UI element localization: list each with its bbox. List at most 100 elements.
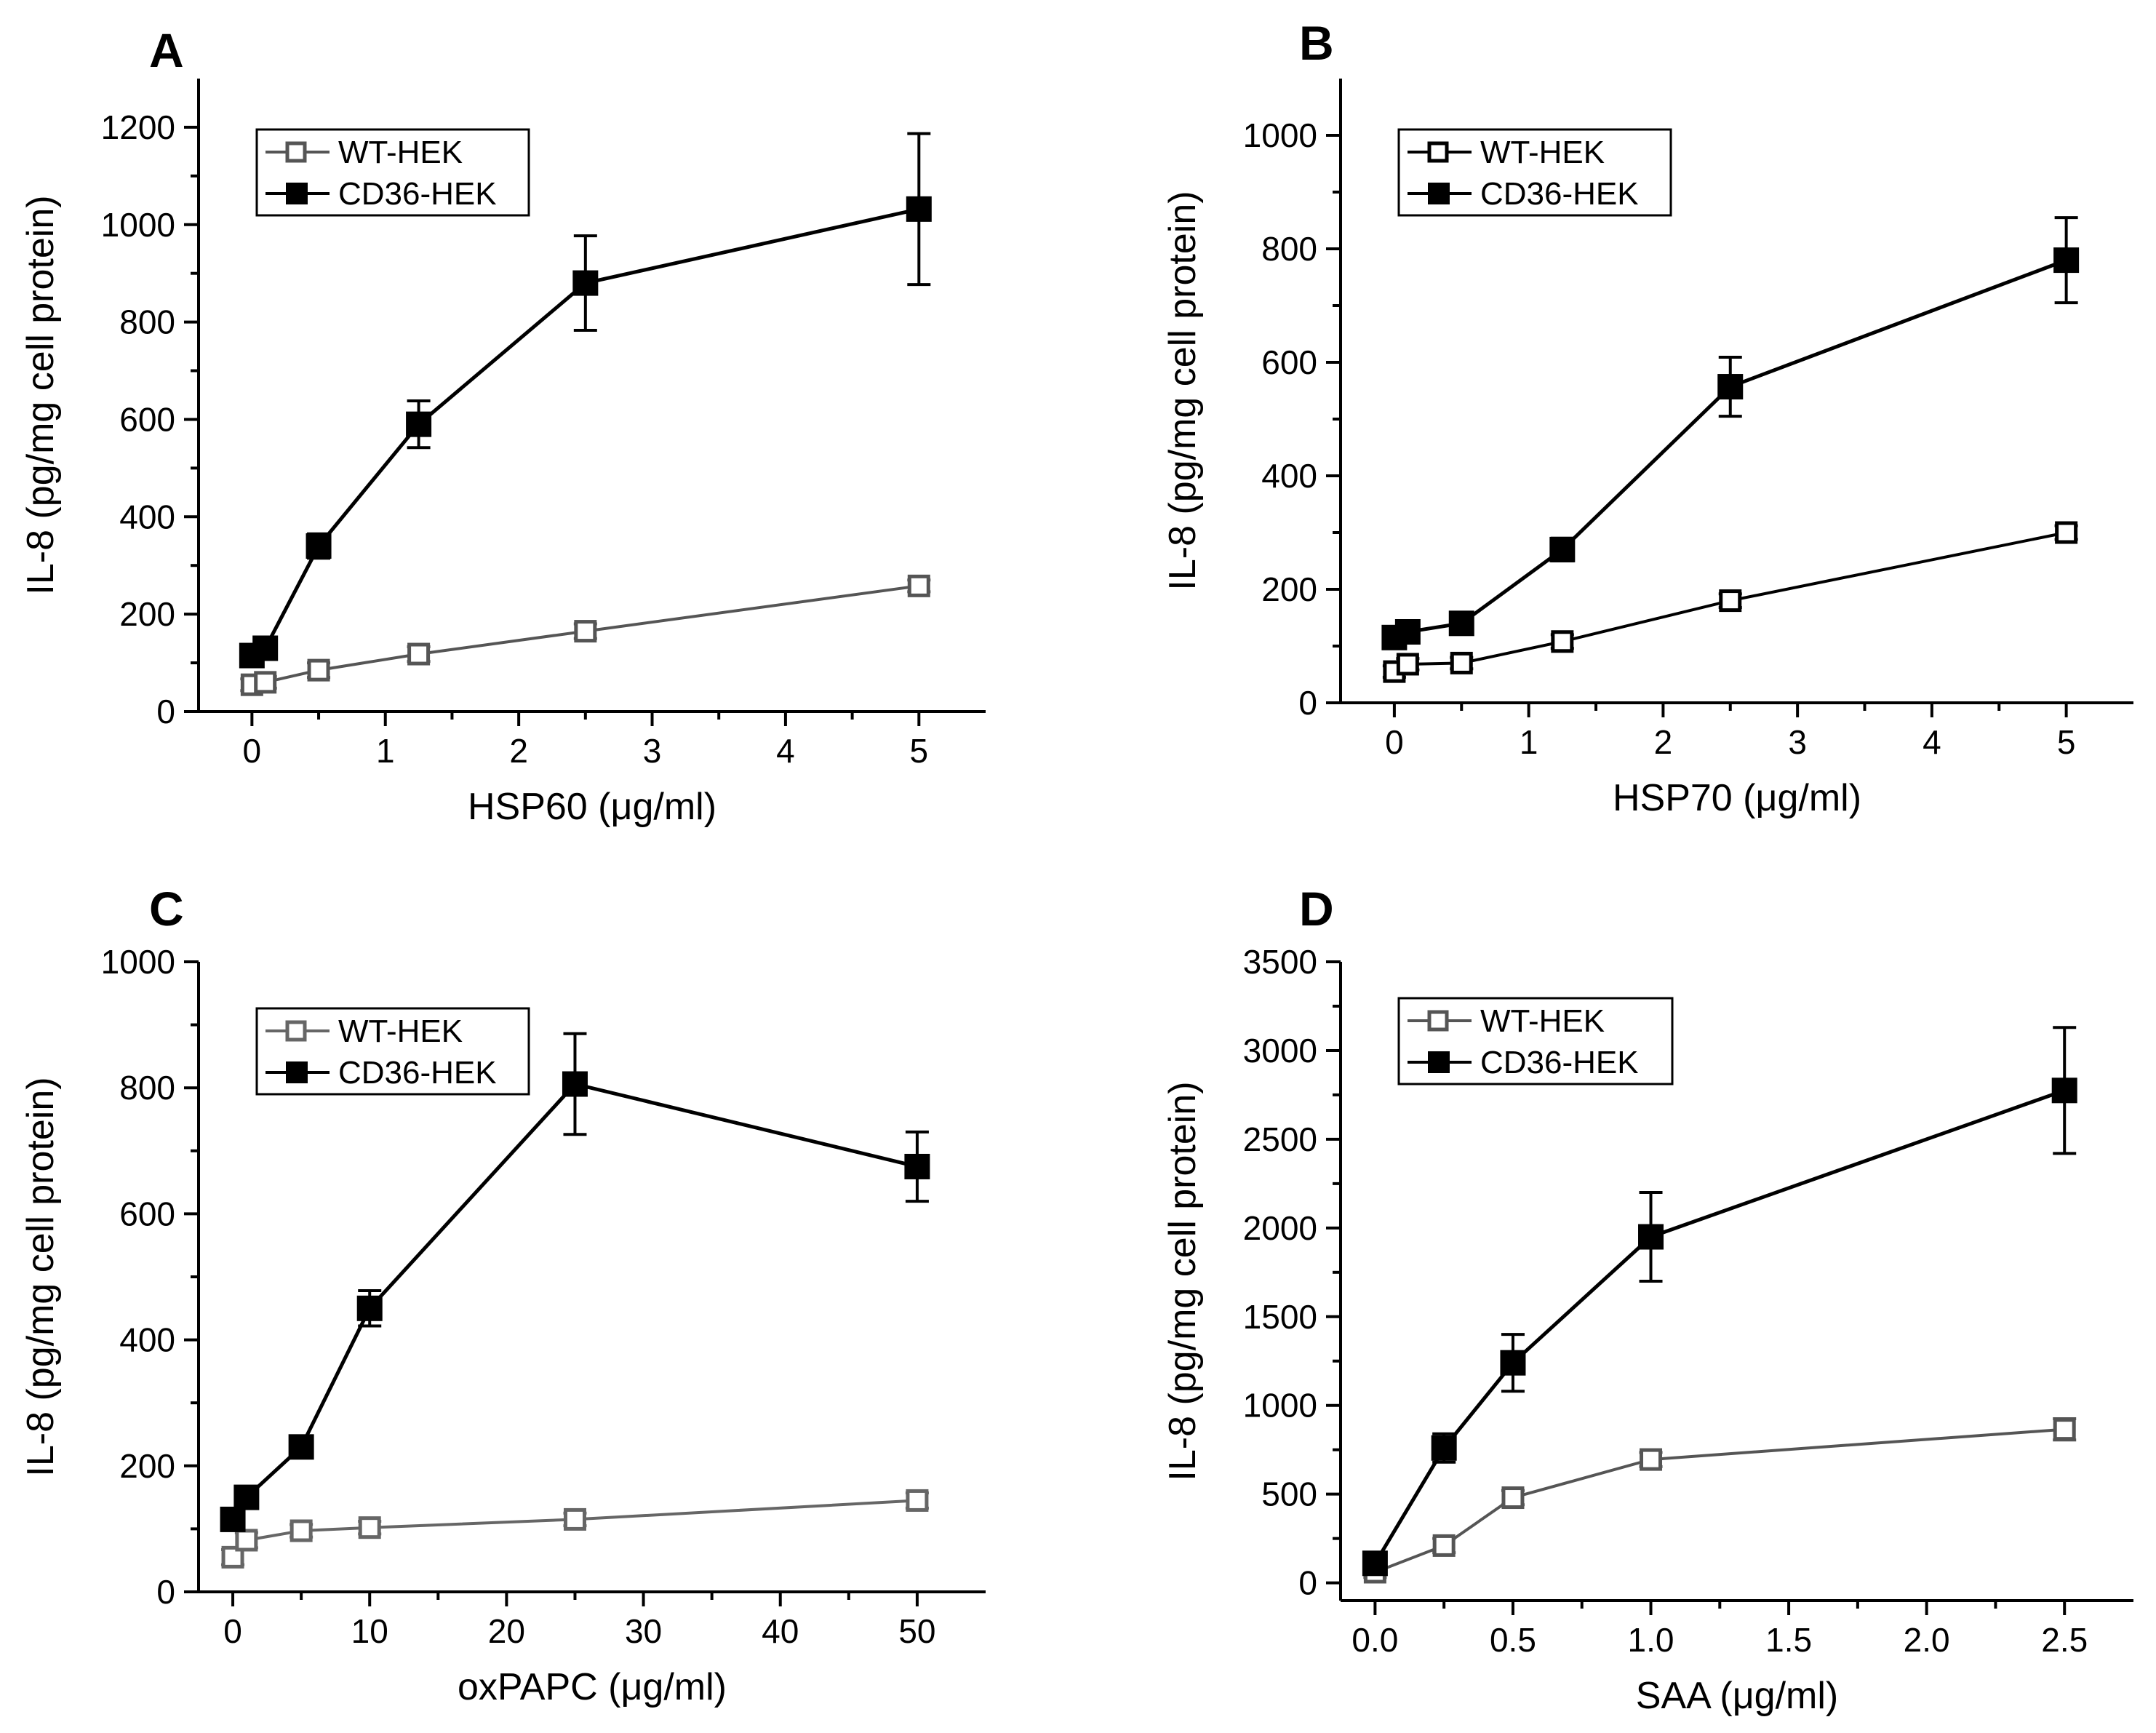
data-point-cd36-hek (306, 533, 332, 559)
data-point-wt-hek (1551, 630, 1574, 653)
data-point-cd36-hek (1638, 1224, 1664, 1250)
data-point-cd36-hek (220, 1506, 246, 1532)
x-tick-label: 4 (1923, 723, 1941, 761)
data-point-wt-hek (563, 1507, 586, 1531)
data-point-wt-hek (358, 1516, 381, 1539)
panel-a: A 0 1 2 3 4 5 0 200 400 600 800 1000 1200 HSP60 (μg/ml… (20, 23, 986, 828)
x-tick-label: 1.0 (1628, 1621, 1674, 1659)
panel-c: C 0 10 20 30 40 50 0 200 400 600 800 1000 oxPAPC (μg/… (20, 882, 986, 1708)
y-tick-label: 400 (119, 498, 175, 535)
data-point-cd36-hek (1717, 374, 1744, 400)
y-tick-label: 1200 (101, 108, 175, 146)
x-tick-label: 0.5 (1490, 1621, 1536, 1659)
y-tick-label: 0 (156, 693, 175, 730)
data-point-cd36-hek (2053, 247, 2080, 274)
legend-marker-wt-hek (1427, 1010, 1449, 1032)
data-point-wt-hek (906, 1489, 929, 1512)
data-point-wt-hek (1501, 1486, 1525, 1510)
y-tick-label: 800 (119, 303, 175, 341)
legend-label-wt-hek: WT-HEK (1480, 135, 1605, 170)
legend-marker-cd36-hek (286, 1061, 308, 1083)
legend-marker-cd36-hek (1428, 1051, 1450, 1073)
y-axis-title: IL-8 (pg/mg cell protein) (20, 195, 62, 594)
series-line-cd36-hek (1373, 1088, 2066, 1565)
x-tick-label: 0 (223, 1612, 242, 1650)
x-tick-label: 3 (643, 732, 662, 770)
data-point-cd36-hek (252, 635, 279, 661)
panel-b: B 0 1 2 3 4 5 0 200 400 600 800 1000 HSP70 (μg/ml) IL-… (1162, 16, 2133, 819)
series-line-cd36-hek (1393, 258, 2067, 640)
y-tick-label: 1000 (101, 206, 175, 244)
data-point-cd36-hek (904, 1153, 930, 1179)
x-tick-label: 30 (625, 1612, 662, 1650)
data-point-wt-hek (574, 620, 597, 643)
y-tick-label: 2500 (1243, 1120, 1317, 1158)
legend-marker-cd36-hek (1428, 183, 1450, 204)
x-tick-label: 5 (2057, 723, 2076, 761)
data-point-wt-hek (254, 671, 277, 694)
y-tick-label: 0 (1298, 684, 1317, 722)
legend-label-wt-hek: WT-HEK (338, 135, 463, 170)
y-tick-label: 600 (1261, 343, 1317, 381)
x-tick-label: 20 (488, 1612, 525, 1650)
data-point-wt-hek (235, 1529, 258, 1552)
data-point-wt-hek (290, 1519, 313, 1542)
data-point-cd36-hek (1549, 536, 1576, 562)
x-tick-label: 2 (509, 732, 528, 770)
y-tick-label: 200 (1261, 570, 1317, 608)
x-tick-label: 2.5 (2041, 1621, 2088, 1659)
x-tick-label: 3 (1788, 723, 1807, 761)
y-tick-label: 500 (1261, 1475, 1317, 1513)
x-tick-label: 1 (1520, 723, 1538, 761)
legend-label-wt-hek: WT-HEK (1480, 1003, 1605, 1039)
data-point-wt-hek (307, 658, 330, 682)
data-point-cd36-hek (406, 411, 432, 437)
x-tick-label: 0 (243, 732, 262, 770)
legend-label-cd36-hek: CD36-HEK (338, 1055, 497, 1091)
panel-letter: B (1299, 16, 1334, 70)
data-point-cd36-hek (239, 642, 265, 669)
data-point-wt-hek (1396, 653, 1419, 676)
panel-letter: C (149, 882, 184, 936)
legend-marker-cd36-hek (286, 183, 308, 204)
data-point-cd36-hek (233, 1484, 260, 1510)
x-axis-title: SAA (μg/ml) (1636, 1675, 1838, 1717)
data-point-wt-hek (1432, 1534, 1456, 1557)
x-tick-label: 0 (1385, 723, 1404, 761)
y-tick-label: 400 (119, 1321, 175, 1359)
y-tick-label: 0 (156, 1573, 175, 1611)
y-tick-label: 1000 (1243, 1387, 1317, 1425)
data-point-cd36-hek (1448, 610, 1474, 637)
panel-d: D 0.0 0.5 1.0 1.5 2.0 2.5 0 500 1000 1500 2000 2500 3… (1162, 882, 2133, 1717)
data-point-cd36-hek (2051, 1077, 2077, 1104)
data-point-cd36-hek (1362, 1550, 1388, 1577)
series-line-cd36-hek (231, 1082, 918, 1521)
data-point-cd36-hek (1431, 1435, 1457, 1461)
y-tick-label: 1000 (1243, 116, 1317, 154)
y-tick-label: 0 (1298, 1564, 1317, 1602)
data-point-wt-hek (2055, 521, 2078, 544)
x-tick-label: 5 (910, 732, 929, 770)
legend-label-cd36-hek: CD36-HEK (338, 176, 497, 212)
data-point-cd36-hek (1394, 619, 1421, 645)
x-tick-label: 1 (376, 732, 395, 770)
data-point-cd36-hek (288, 1434, 314, 1460)
y-axis-title: IL-8 (pg/mg cell protein) (1162, 1081, 1204, 1481)
panel-letter: A (149, 23, 184, 77)
y-tick-label: 800 (1261, 230, 1317, 268)
y-tick-label: 600 (119, 400, 175, 438)
data-point-cd36-hek (562, 1071, 588, 1097)
y-axis-title: IL-8 (pg/mg cell protein) (20, 1077, 62, 1476)
x-tick-label: 0.0 (1352, 1621, 1398, 1659)
data-point-cd36-hek (572, 270, 599, 296)
legend-marker-wt-hek (285, 141, 307, 163)
data-point-cd36-hek (906, 196, 932, 222)
data-point-wt-hek (221, 1545, 244, 1569)
y-tick-label: 3000 (1243, 1032, 1317, 1069)
x-tick-label: 2 (1654, 723, 1673, 761)
legend-marker-wt-hek (1427, 141, 1449, 163)
x-tick-label: 10 (351, 1612, 388, 1650)
y-tick-label: 600 (119, 1195, 175, 1232)
y-tick-label: 3500 (1243, 943, 1317, 981)
